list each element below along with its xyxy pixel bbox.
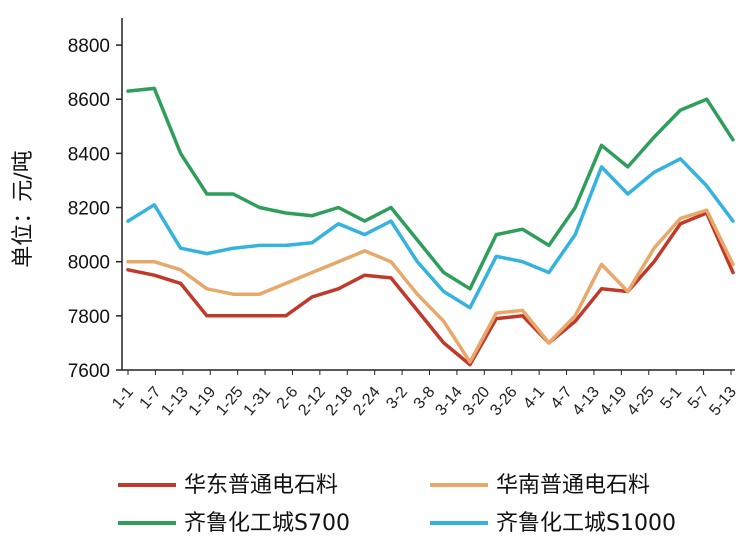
x-tick-label: 2-12 <box>295 384 329 420</box>
series-line <box>126 157 735 310</box>
y-tick-label: 7800 <box>68 307 110 328</box>
y-tick-label: 8600 <box>68 90 110 111</box>
y-tick-label: 8000 <box>68 253 110 274</box>
x-tick-label: 3-20 <box>460 384 494 420</box>
x-tick-label: 1-31 <box>240 384 274 420</box>
x-tick-label: 3-26 <box>487 384 521 420</box>
y-axis-label: 单位：元/吨 <box>11 150 36 267</box>
legend-label: 齐鲁化工城S700 <box>184 511 350 536</box>
y-tick-label: 7600 <box>68 361 110 382</box>
x-tick-label: 2-24 <box>350 384 384 420</box>
legend-label: 华南普通电石料 <box>496 473 650 498</box>
x-tick-label: 1-19 <box>186 384 220 420</box>
x-tick-label: 4-19 <box>597 384 631 420</box>
x-tick-label: 3-14 <box>432 384 466 420</box>
y-tick-label: 8800 <box>68 36 110 57</box>
x-tick-label: 4-13 <box>569 384 603 420</box>
x-tick-label: 1-1 <box>109 384 137 413</box>
x-tick-label: 5-1 <box>657 384 685 413</box>
x-tick-label: 4-1 <box>520 384 548 413</box>
x-axis: 1-1 1-71-131-191-251-31 2-62-122-182-24 3-2… <box>109 370 740 419</box>
x-tick-label: 5-13 <box>706 384 740 420</box>
x-tick-label: 3-2 <box>383 384 411 413</box>
legend-label: 华东普通电石料 <box>184 473 338 498</box>
series-line <box>126 211 735 367</box>
y-tick-label: 8400 <box>68 144 110 165</box>
plot-area <box>121 18 735 371</box>
series-line <box>126 86 735 291</box>
legend-label: 齐鲁化工城S1000 <box>496 511 676 536</box>
series-line <box>126 208 735 364</box>
x-tick-label: 4-25 <box>624 384 658 420</box>
y-axis: 7600 7800 8000 8200 8400 8600 8800 <box>68 36 122 382</box>
series-layer <box>126 86 735 367</box>
y-tick-label: 8200 <box>68 199 110 220</box>
x-tick-label: 1-25 <box>213 384 247 420</box>
x-tick-label: 2-18 <box>323 384 357 420</box>
x-tick-label: 1-13 <box>158 384 192 420</box>
